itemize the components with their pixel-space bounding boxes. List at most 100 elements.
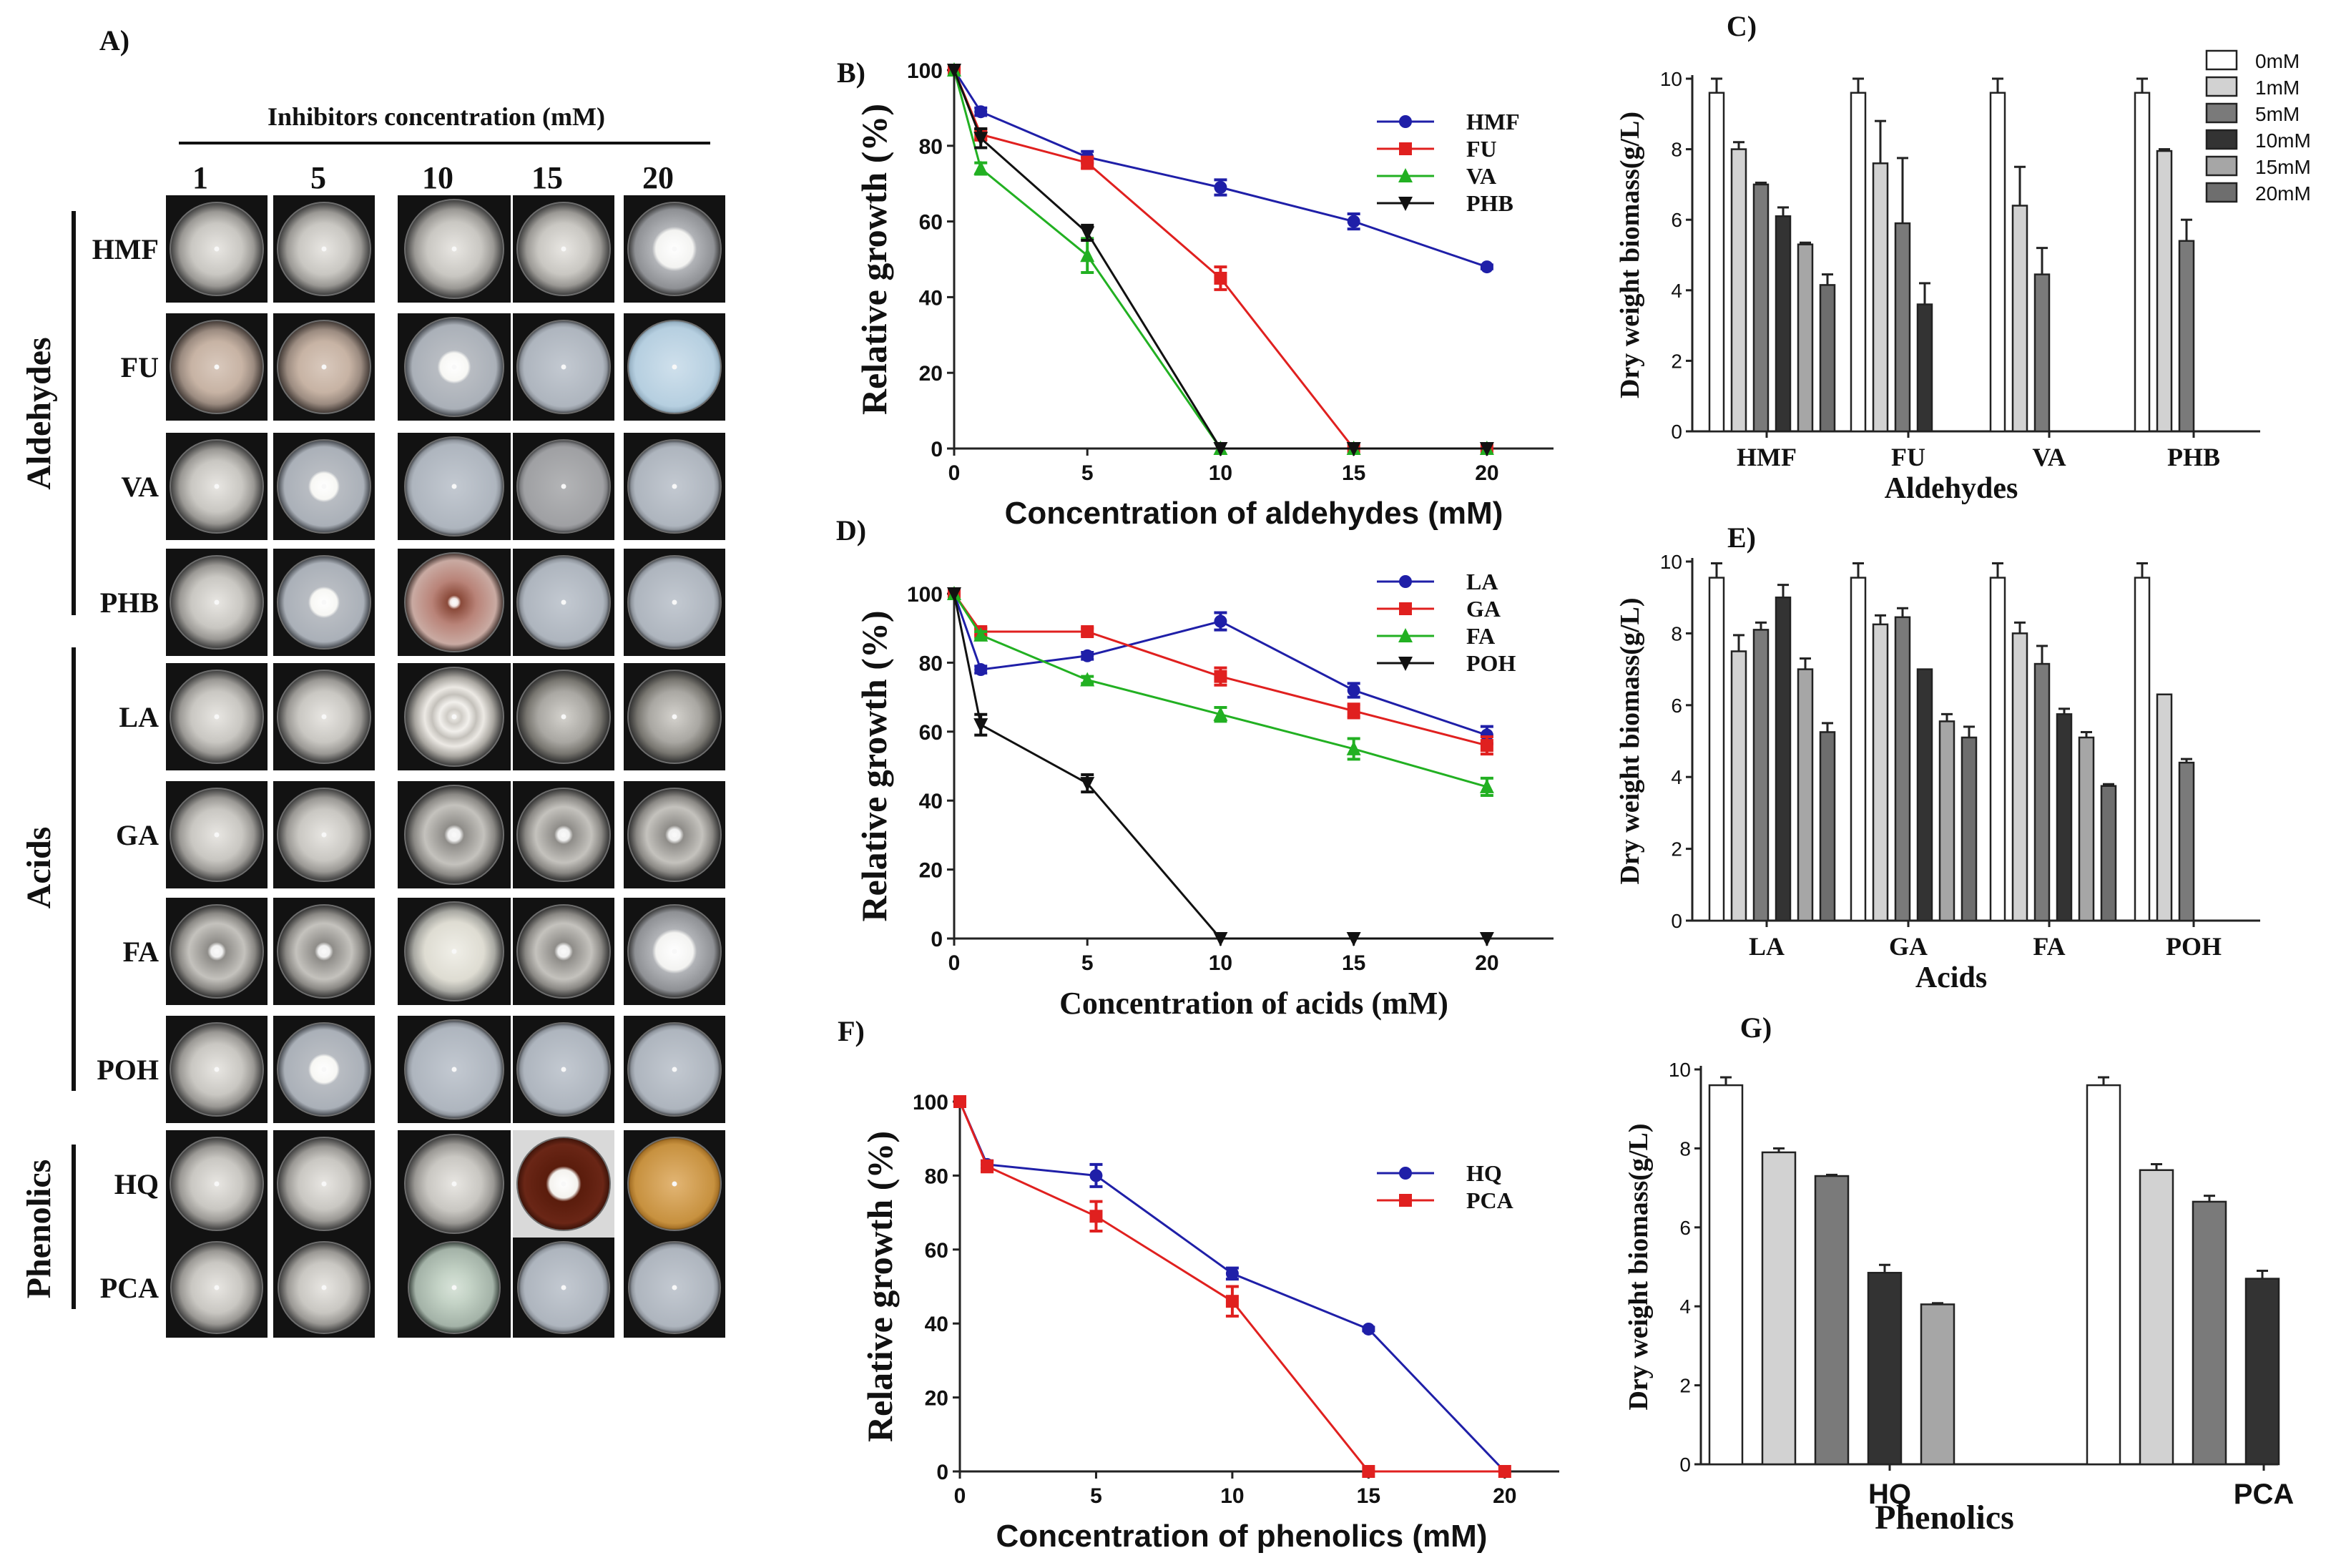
series-PCA [953, 1095, 1511, 1478]
plate-inoculum [451, 832, 457, 838]
bar-LA-10mM [1775, 596, 1792, 922]
plate-inoculum [214, 949, 220, 954]
legend-label-FU: FU [1466, 136, 1497, 162]
bar-FU-10mM [1916, 303, 1933, 433]
bar-GA-15mM [1938, 720, 1955, 922]
y-tick-label: 6 [1671, 209, 1682, 231]
plate-inoculum [451, 1181, 457, 1187]
data-point-LA [974, 663, 988, 677]
plate-inoculum [451, 484, 457, 489]
plate-inoculum [214, 1181, 220, 1187]
bar-chart-G: 0 2 4 6 8 10 Dry weight biomass(g/L) PhenolicsH… [1624, 1059, 2294, 1537]
bar-LA-20mM [1819, 731, 1836, 922]
bar-LA-5mM [1752, 629, 1770, 922]
plate-inoculum [672, 714, 677, 720]
plate-inoculum [214, 246, 220, 252]
plate-inoculum [214, 832, 220, 838]
data-point-FA [1479, 778, 1494, 793]
bar-HMF-10mM [1775, 215, 1792, 433]
bar-PHB-1mM [2156, 150, 2173, 433]
plate-inoculum [561, 832, 566, 838]
panel-label-C: C) [1727, 10, 1757, 42]
y-tick-label: 20 [919, 859, 943, 883]
plate-inoculum [451, 246, 457, 252]
legend-label: 20mM [2255, 182, 2311, 205]
y-axis-label: Dry weight biomass(g/L) [1624, 1123, 1654, 1410]
y-tick-label: 8 [1679, 1137, 1691, 1160]
data-point-HQ [1225, 1267, 1239, 1280]
data-point-VA [1080, 248, 1095, 263]
plate-inoculum [321, 1285, 327, 1290]
data-point-HQ [1089, 1169, 1103, 1182]
y-axis-label: Relative growth (%) [860, 1131, 900, 1442]
x-tick-label: 10 [1209, 461, 1232, 485]
data-point-FA [1213, 706, 1228, 721]
y-axis-label: Dry weight biomass(g/L) [1615, 112, 1645, 398]
series-FA [947, 586, 1494, 797]
bar-PCA-10mM [2244, 1278, 2280, 1466]
legend-marker [1398, 197, 1413, 211]
legend-label: 0mM [2255, 50, 2300, 72]
x-tick-label: 5 [1081, 461, 1094, 485]
data-point-POH [1080, 777, 1095, 792]
row-label: PCA [100, 1272, 159, 1304]
legend-label: 1mM [2255, 77, 2300, 99]
x-tick-label: 20 [1475, 951, 1498, 975]
legend-marker [1399, 575, 1412, 588]
series-PHB [947, 64, 1494, 456]
y-tick-label: 80 [925, 1165, 948, 1188]
data-point-PCA [1362, 1465, 1375, 1478]
legend-label-FA: FA [1466, 623, 1495, 649]
plate-inoculum [321, 364, 327, 370]
bar-PHB-0mM [2134, 92, 2151, 433]
bar-FA-20mM [2100, 785, 2117, 922]
bar-GA-10mM [1916, 668, 1933, 922]
legend-swatch [2205, 182, 2238, 203]
y-tick-label: 10 [1660, 68, 1682, 90]
legend-swatch [2205, 102, 2238, 124]
bar-HQ-0mM [1708, 1084, 1744, 1466]
y-tick-label: 40 [919, 286, 943, 310]
data-point-HMF [1480, 260, 1493, 274]
data-point-PHB [1080, 226, 1095, 241]
y-tick-label: 6 [1679, 1217, 1691, 1239]
x-axis-label: Concentration of aldehydes (mM) [1005, 496, 1503, 531]
data-point-LA [1480, 728, 1493, 742]
column-label: 5 [310, 160, 326, 195]
x-axis-label: Phenolics [1875, 1499, 2014, 1537]
plate-inoculum [561, 1067, 566, 1072]
row-label: HMF [92, 233, 159, 265]
legend-marker [1399, 1167, 1412, 1180]
group-label-aldehydes: Aldehydes [20, 337, 58, 489]
data-point-PHB [1213, 442, 1228, 456]
plate-inoculum [672, 599, 677, 605]
plate-inoculum [214, 1285, 220, 1290]
legend-label-HMF: HMF [1466, 109, 1520, 134]
row-label: FU [121, 351, 159, 383]
data-point-LA [1214, 614, 1227, 628]
plate-grid: Inhibitors concentration (mM)1 5 10 15 20HMF… [20, 102, 725, 1338]
row-label: FA [123, 936, 159, 968]
y-tick-label: 0 [936, 1461, 948, 1484]
column-label: 20 [642, 160, 674, 195]
y-tick-label: 60 [925, 1239, 948, 1263]
bar-FA-0mM [1989, 577, 2006, 922]
plate-inoculum [321, 832, 327, 838]
y-tick-label: 10 [1669, 1059, 1691, 1081]
bar-FU-1mM [1872, 162, 1889, 433]
legend-swatch [2205, 76, 2238, 97]
plate-inoculum [451, 364, 457, 370]
y-tick-label: 4 [1671, 280, 1682, 302]
y-tick-label: 8 [1671, 622, 1682, 645]
bar-HMF-1mM [1730, 148, 1747, 433]
bar-LA-1mM [1730, 650, 1747, 922]
x-tick-label: 15 [1342, 461, 1365, 485]
plate-inoculum [672, 1067, 677, 1072]
plate-inoculum [672, 364, 677, 370]
data-point-PHB [1346, 442, 1361, 456]
y-tick-label: 20 [925, 1387, 948, 1411]
series-line-PHB [953, 69, 1487, 450]
column-label: 15 [531, 160, 563, 195]
data-point-PHB [1479, 442, 1494, 456]
bar-PCA-5mM [2192, 1200, 2227, 1466]
